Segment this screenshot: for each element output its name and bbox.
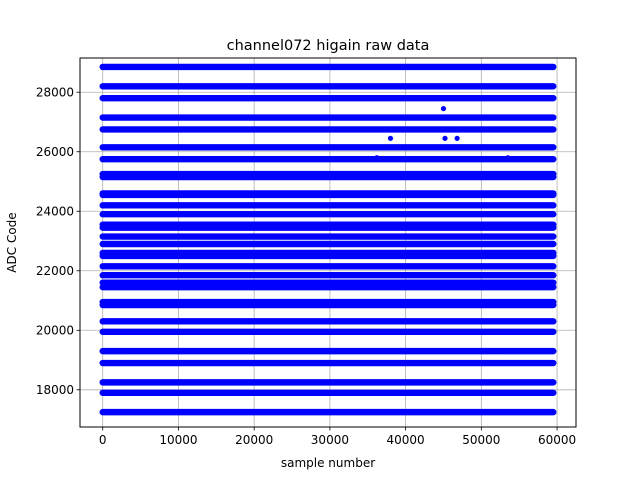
axis-ticks: 0 10000 20000 30000 40000 50000 60000 18000 2000… [36, 86, 576, 447]
x-tick-label: 0 [99, 433, 107, 447]
y-tick-label: 28000 [36, 86, 74, 100]
x-tick-label: 20000 [235, 433, 273, 447]
outlier-point [454, 135, 460, 141]
x-tick-label: 50000 [462, 433, 500, 447]
plot-area: 0 10000 20000 30000 40000 50000 60000 18000 2000… [36, 57, 577, 447]
x-tick-label: 10000 [159, 433, 197, 447]
y-axis-label: ADC Code [5, 212, 19, 272]
data-points [99, 63, 557, 416]
x-tick-label: 30000 [311, 433, 349, 447]
axes-frame [79, 57, 577, 428]
x-axis-label: sample number [281, 456, 375, 470]
outlier-point [440, 105, 447, 112]
y-tick-label: 24000 [36, 205, 74, 219]
outlier-point [387, 135, 394, 141]
outlier-point [505, 155, 511, 161]
chart-title: channel072 higain raw data [227, 38, 430, 54]
outlier-point [374, 155, 380, 161]
outlier-point [442, 135, 448, 141]
y-tick-label: 18000 [36, 383, 74, 397]
y-tick-label: 20000 [36, 324, 74, 338]
y-tick-label: 26000 [36, 145, 74, 159]
x-tick-label: 40000 [387, 433, 425, 447]
y-tick-label: 22000 [36, 264, 74, 278]
x-tick-label: 60000 [538, 433, 576, 447]
